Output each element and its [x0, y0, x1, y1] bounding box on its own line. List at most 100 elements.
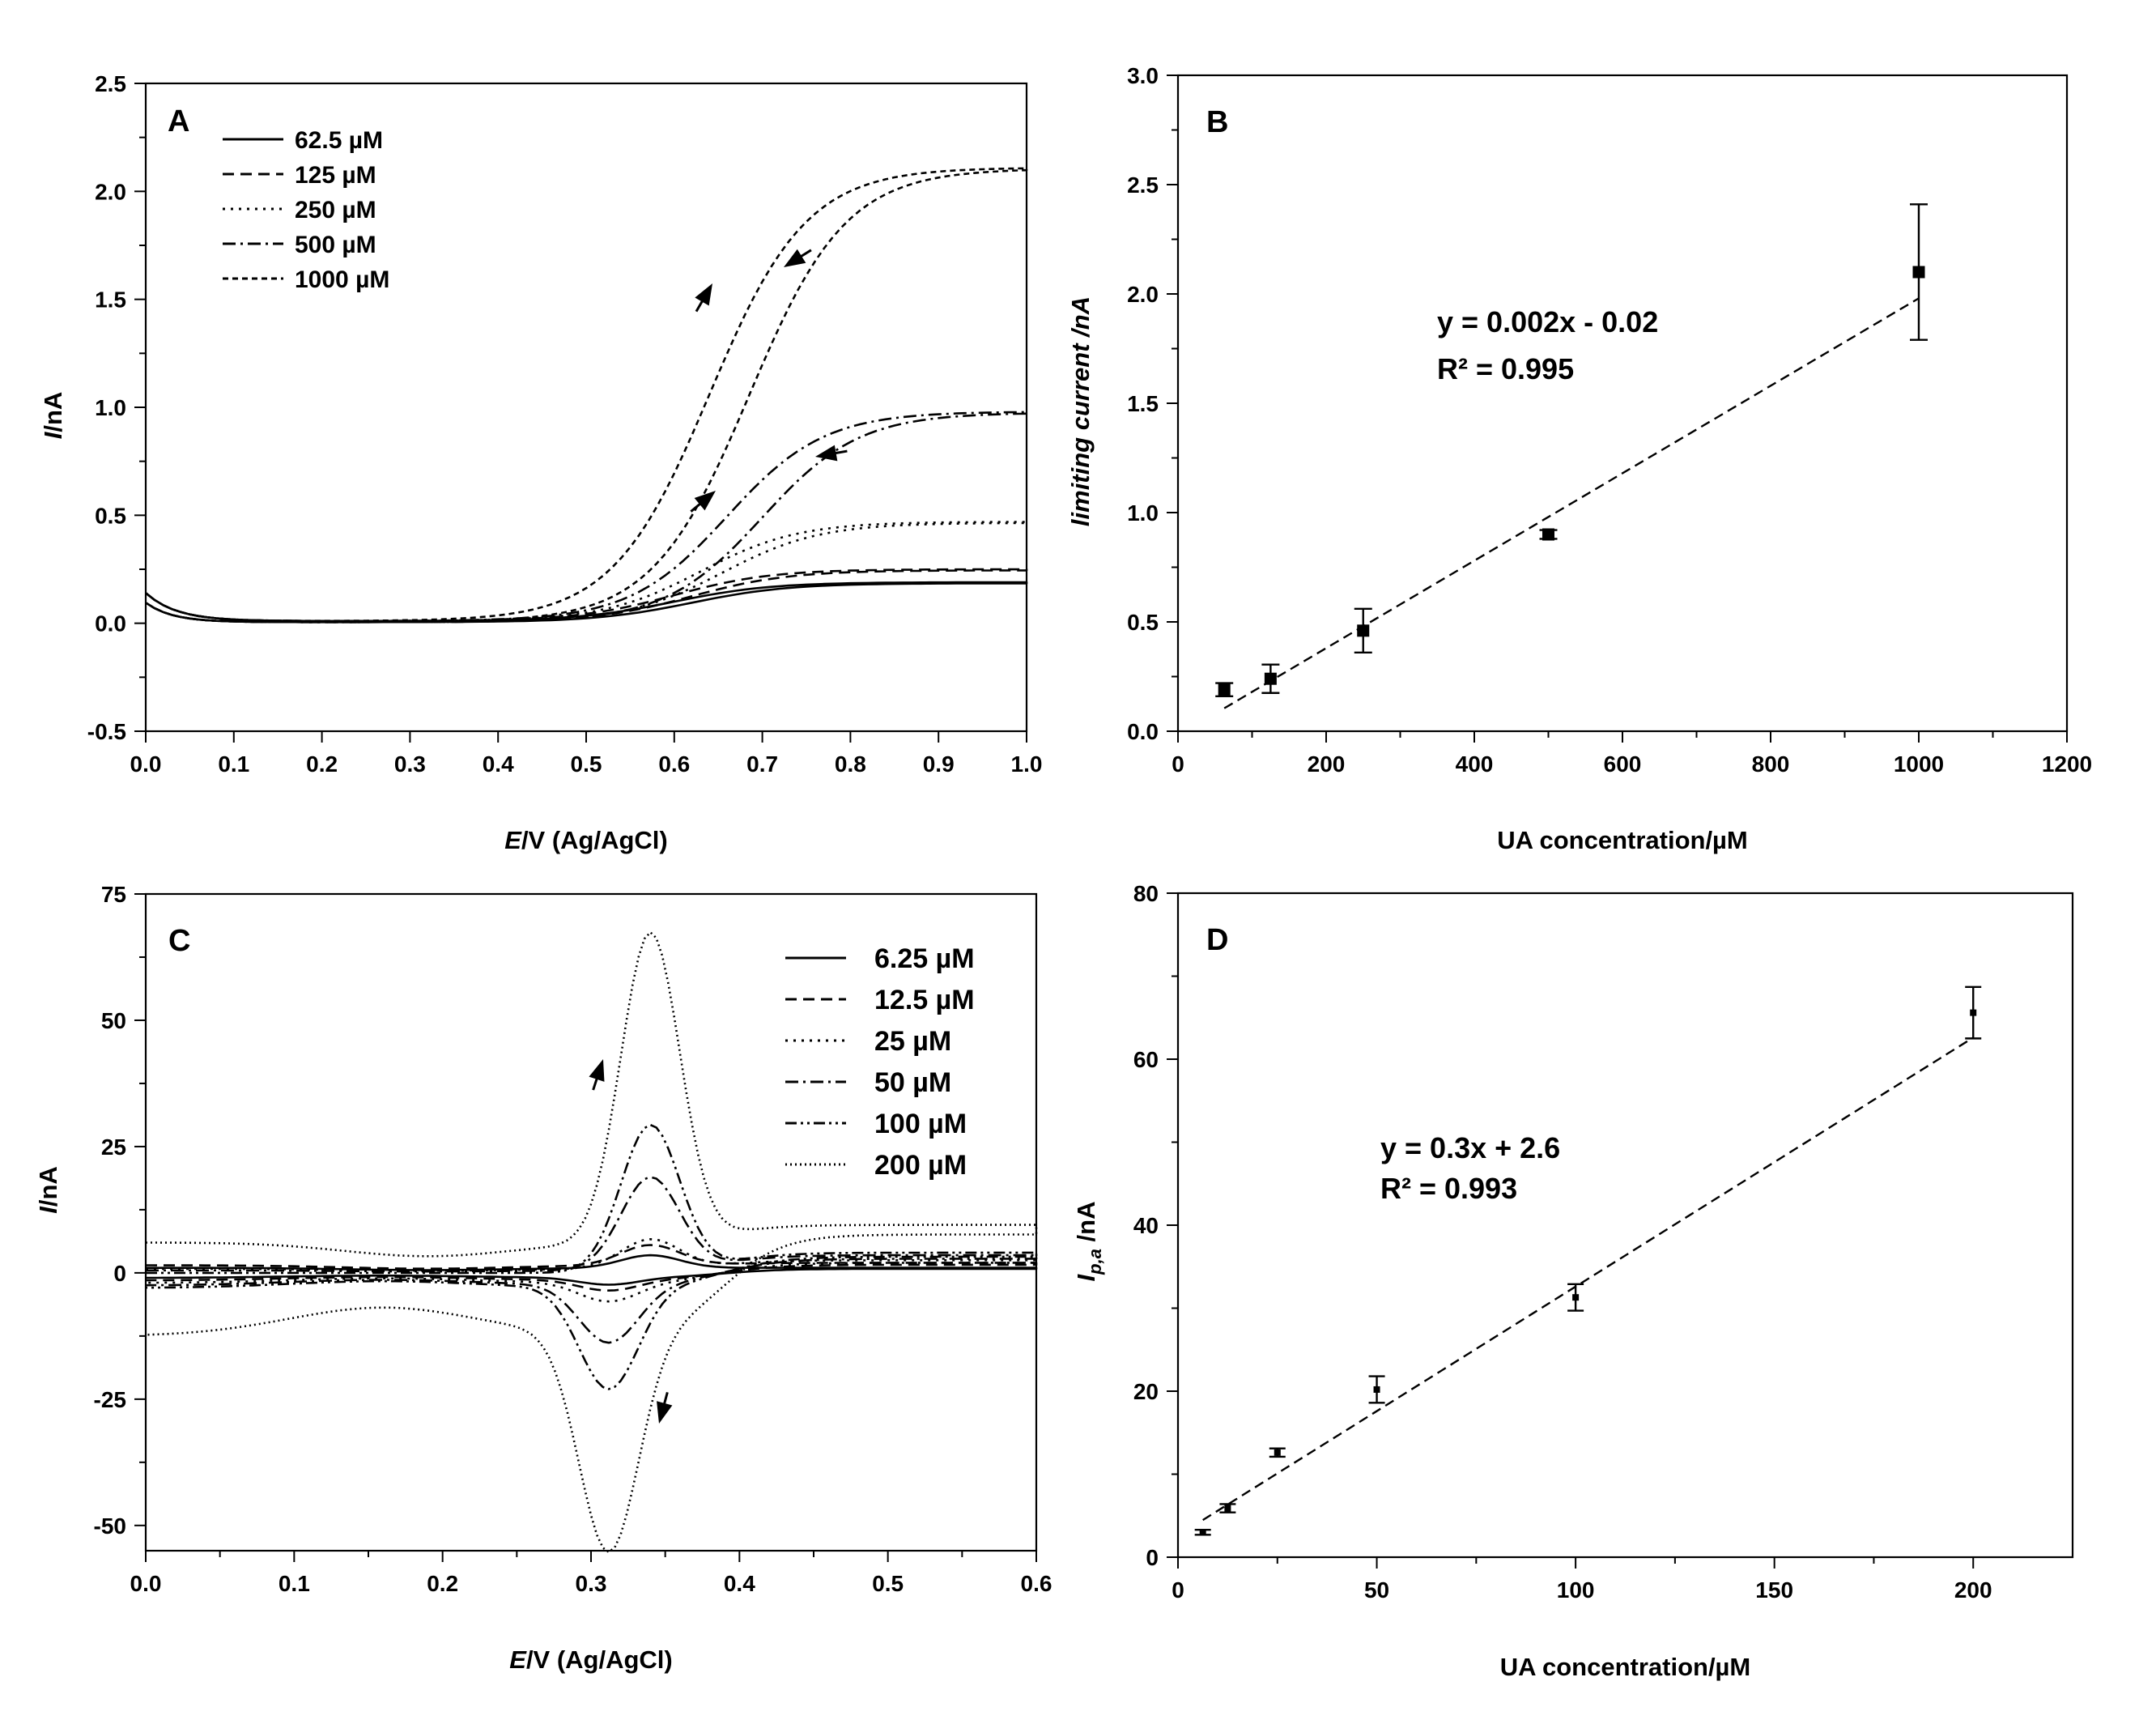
arrow-shaft — [592, 1074, 600, 1091]
x-tick-label: 1200 — [2042, 751, 2092, 777]
y-tick-label: 2.0 — [1127, 282, 1159, 307]
curve-a-1 — [145, 568, 1028, 624]
y-tick-label: 50 — [101, 1008, 126, 1033]
y-tick-label: 0 — [113, 1261, 126, 1286]
data-point — [1224, 1505, 1231, 1512]
arrow-head — [695, 283, 712, 306]
legend-label: 6.25 µM — [874, 943, 975, 974]
direction-arrow — [690, 491, 716, 513]
data-point — [1274, 1449, 1281, 1456]
plot-frame — [1176, 892, 2074, 1559]
y-tick-label: 1.5 — [95, 287, 126, 313]
x-tick-label: 0.1 — [279, 1571, 310, 1596]
curve-a-3 — [145, 411, 1028, 624]
arrow-head — [784, 249, 806, 267]
x-tick-label: 0.0 — [130, 751, 162, 777]
x-tick-label: 0 — [1172, 751, 1184, 777]
y-tick-label: 1.5 — [1127, 391, 1159, 416]
direction-arrow — [695, 283, 712, 313]
x-tick-label: 1.0 — [1011, 751, 1043, 777]
y-tick-label: 80 — [1133, 881, 1159, 906]
x-tick-label: 0.4 — [724, 1571, 755, 1596]
data-point — [1199, 1529, 1206, 1536]
direction-arrow — [589, 1059, 605, 1091]
y-tick-label: 0.0 — [1127, 719, 1159, 744]
panel-b: 0 200 400 600 800 1000 1200 0.0 0.5 1.0 1.5 2.0 2.5 3… — [1066, 63, 2092, 854]
y-tick-label: -50 — [94, 1513, 126, 1539]
data-point — [1542, 528, 1554, 541]
x-tick-label: 800 — [1752, 751, 1790, 777]
curve-c-0 — [146, 1254, 1038, 1286]
y-tick-label: 1.0 — [95, 395, 126, 420]
panel-a: 0.0 0.1 0.2 0.3 0.4 0.5 0.6 0.7 0.8 0.9 1.0-0.50.0… — [39, 71, 1042, 854]
y-tick-label: -25 — [94, 1387, 126, 1412]
panel-letter: A — [168, 104, 189, 138]
x-tick-label: 0.5 — [872, 1571, 904, 1596]
y-axis-label: I/nA — [39, 392, 67, 440]
y-tick-label: 25 — [101, 1134, 126, 1160]
legend-label: 50 µM — [874, 1067, 951, 1098]
x-tick-label: 0.6 — [1021, 1571, 1052, 1596]
legend-label: 25 µM — [874, 1026, 951, 1057]
data-point — [1970, 1009, 1977, 1016]
x-tick-label: 150 — [1755, 1577, 1793, 1603]
panel-letter: B — [1206, 105, 1228, 139]
y-tick-label: 40 — [1133, 1213, 1159, 1238]
x-tick-label: 0.8 — [835, 751, 866, 777]
legend-label: 250 µM — [295, 197, 376, 223]
curve-a-4 — [145, 167, 1028, 624]
panel-c: 0.0 0.1 0.2 0.3 0.4 0.5 0.6 -50 -25 0 25 50 75 6.25 µ… — [34, 882, 1052, 1674]
y-tick-label: 1.0 — [1127, 500, 1159, 526]
legend-label: 62.5 µM — [295, 127, 383, 154]
x-axis-label: UA concentration/µM — [1500, 1653, 1751, 1681]
curve-c-1 — [145, 1244, 1038, 1292]
x-tick-label: 0.2 — [427, 1571, 458, 1596]
x-tick-label: 50 — [1364, 1577, 1389, 1603]
direction-arrow — [657, 1391, 673, 1424]
plot-frame — [1176, 74, 2069, 733]
y-tick-label: 0.5 — [1127, 610, 1159, 635]
y-tick-label: 0.5 — [95, 503, 126, 528]
x-tick-label: 0.7 — [746, 751, 778, 777]
data-point — [1572, 1294, 1580, 1301]
y-axis-label: limiting current /nA — [1066, 296, 1095, 526]
y-tick-label: 2.0 — [95, 179, 126, 204]
legend-label: 12.5 µM — [874, 985, 975, 1015]
arrow-shaft — [661, 1391, 669, 1409]
y-axis-label: Ip,a /nA — [1072, 1202, 1105, 1282]
data-point — [1218, 683, 1231, 696]
data-point — [1357, 624, 1370, 637]
r-squared: R² = 0.993 — [1380, 1172, 1517, 1205]
data-point — [1264, 672, 1277, 685]
x-tick-label: 0.3 — [394, 751, 426, 777]
fit-line — [1202, 1037, 1974, 1522]
arrow-head — [815, 445, 838, 462]
curve-c-3 — [145, 1176, 1038, 1344]
x-tick-label: 600 — [1604, 751, 1642, 777]
arrow-head — [589, 1059, 605, 1082]
x-tick-label: 0.9 — [923, 751, 955, 777]
x-tick-label: 200 — [1308, 751, 1346, 777]
panel-letter: C — [168, 924, 190, 958]
x-tick-label: 200 — [1954, 1577, 1992, 1603]
arrow-shaft — [695, 296, 706, 313]
r-squared: R² = 0.995 — [1437, 352, 1574, 385]
x-tick-label: 400 — [1456, 751, 1494, 777]
legend-label: 200 µM — [874, 1150, 967, 1181]
y-tick-label: 75 — [101, 882, 126, 907]
x-tick-label: 0.2 — [306, 751, 338, 777]
y-tick-label: 2.5 — [1127, 172, 1159, 198]
x-tick-label: 1000 — [1894, 751, 1944, 777]
plot-frame — [144, 82, 1028, 733]
x-tick-label: 0.5 — [571, 751, 602, 777]
data-point — [1912, 266, 1925, 279]
fit-equation: y = 0.002x - 0.02 — [1437, 305, 1658, 338]
legend-label: 100 µM — [874, 1109, 967, 1139]
x-axis-label: UA concentration/µM — [1497, 826, 1748, 854]
legend-label: 125 µM — [295, 162, 376, 189]
y-tick-label: 0 — [1146, 1545, 1159, 1570]
x-tick-label: 0 — [1172, 1577, 1184, 1603]
arrow-shaft — [831, 449, 848, 456]
y-tick-label: -0.5 — [87, 719, 126, 744]
x-tick-label: 0.6 — [658, 751, 690, 777]
